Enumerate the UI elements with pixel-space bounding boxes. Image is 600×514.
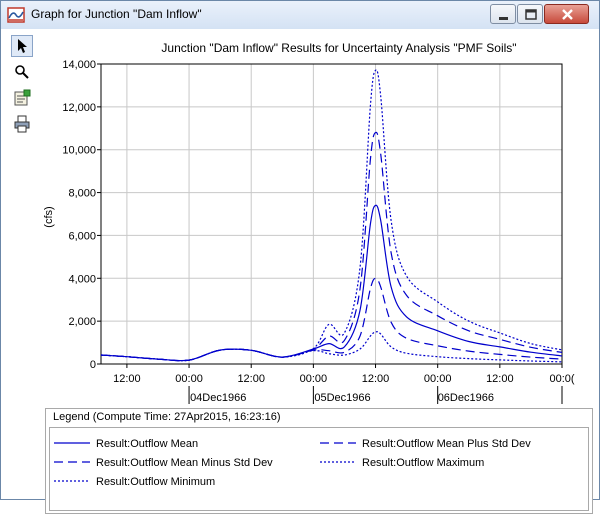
legend-title: Legend (Compute Time: 27Apr2015, 16:23:1… — [53, 411, 281, 423]
y-axis: 0 2,000 4,000 6,000 8,000 10,000 12,000 14,000 — [62, 59, 101, 371]
title-bar[interactable]: Graph for Junction "Dam Inflow" — [1, 1, 599, 29]
legend-label: Result:Outflow Maximum — [362, 457, 485, 469]
printer-icon — [14, 115, 30, 133]
y-tick-label: 10,000 — [62, 145, 96, 157]
legend-items: Result:Outflow Mean Result:Outflow Mean … — [49, 427, 589, 511]
close-icon — [562, 9, 573, 20]
legend-swatch-dotted — [54, 480, 90, 482]
date-label: 05Dec1966 — [314, 392, 370, 404]
legend-label: Result:Outflow Mean Minus Std Dev — [96, 457, 273, 469]
maximize-button[interactable] — [517, 4, 543, 24]
y-tick-label: 6,000 — [68, 230, 96, 242]
zoom-tool-button[interactable] — [11, 61, 33, 83]
x-tick-label: 00:00 — [300, 373, 328, 385]
y-tick-label: 12,000 — [62, 102, 96, 114]
legend-label: Result:Outflow Minimum — [96, 476, 216, 488]
x-tick-label: 12:00 — [113, 373, 141, 385]
series-line-outflow-maximum — [100, 69, 563, 362]
x-tick-label: 12:00 — [362, 373, 390, 385]
series-line-outflow-mean-minus-std-dev — [100, 277, 563, 362]
y-tick-label: 4,000 — [68, 273, 96, 285]
series-line-outflow-mean-plus-std-dev — [100, 131, 563, 362]
chart-series — [100, 69, 563, 363]
x-axis: 12:00 00:00 12:00 00:00 12:00 00:00 12:00 00:0(… — [113, 364, 575, 404]
y-axis-label: (cfs) — [43, 206, 55, 227]
date-label: 06Dec1966 — [438, 392, 494, 404]
print-tool-button[interactable] — [11, 113, 33, 135]
legend-label: Result:Outflow Mean — [96, 438, 199, 450]
legend-swatch-dotted — [320, 461, 356, 463]
legend-swatch-long-dash — [320, 442, 356, 444]
y-tick-label: 8,000 — [68, 188, 96, 200]
graph-client-area: Junction "Dam Inflow" Results for Uncert… — [5, 29, 597, 514]
maximize-icon — [525, 9, 537, 20]
minimize-icon — [499, 17, 508, 20]
x-tick-label: 00:00 — [424, 373, 452, 385]
properties-tool-button[interactable] — [11, 87, 33, 109]
hec-hms-app-icon — [7, 7, 25, 23]
graph-toolbar — [9, 33, 35, 143]
window-title: Graph for Junction "Dam Inflow" — [31, 7, 202, 21]
select-tool-button[interactable] — [11, 35, 33, 57]
y-tick-label: 14,000 — [62, 59, 96, 71]
legend-label: Result:Outflow Mean Plus Std Dev — [362, 438, 531, 450]
pointer-arrow-icon — [18, 39, 27, 53]
legend: Legend (Compute Time: 27Apr2015, 16:23:1… — [45, 408, 593, 514]
legend-swatch-long-dash — [54, 461, 90, 463]
properties-icon — [14, 89, 31, 106]
y-tick-label: 0 — [90, 359, 96, 371]
x-tick-label: 12:00 — [237, 373, 265, 385]
close-button[interactable] — [544, 4, 589, 24]
chart-grid — [101, 64, 562, 364]
minimize-button[interactable] — [490, 4, 516, 24]
magnifier-icon — [15, 65, 29, 79]
chart-title: Junction "Dam Inflow" Results for Uncert… — [161, 41, 517, 55]
x-tick-label: 00:0( — [549, 373, 574, 385]
series-line-outflow-minimum — [100, 331, 563, 363]
date-label: 04Dec1966 — [190, 392, 246, 404]
plot-area — [100, 63, 563, 365]
legend-swatch-solid — [54, 442, 90, 444]
hydrograph-chart[interactable]: 02,0004,0006,0008,00010,00012,00014,000 … — [5, 29, 597, 409]
x-tick-label: 12:00 — [486, 373, 514, 385]
y-tick-label: 2,000 — [68, 316, 96, 328]
x-tick-label: 00:00 — [175, 373, 203, 385]
